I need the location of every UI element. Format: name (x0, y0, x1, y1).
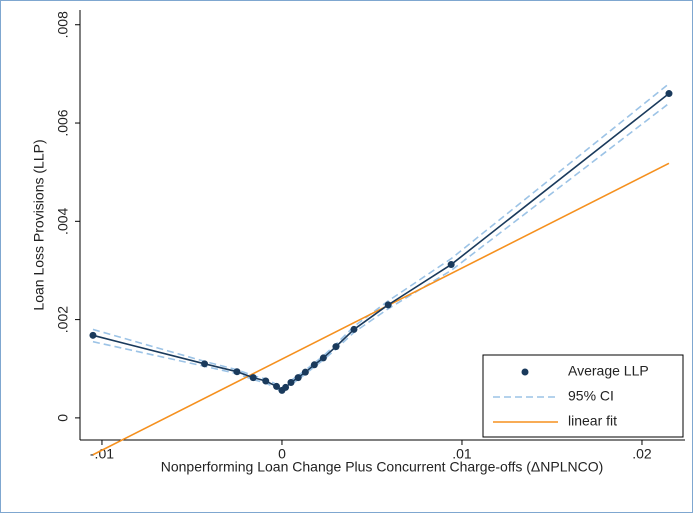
series-line (92, 162, 670, 456)
marker (301, 368, 309, 376)
legend-box (482, 354, 684, 438)
legend-marker (521, 368, 529, 376)
y-tick-label: .008 (55, 11, 71, 38)
marker (287, 379, 295, 387)
marker (294, 374, 302, 382)
legend-label: Average LLP (568, 363, 649, 379)
marker (262, 377, 270, 385)
marker (350, 325, 358, 333)
marker (89, 331, 97, 339)
y-tick-label: .004 (55, 207, 71, 234)
series-line (92, 102, 670, 394)
marker (447, 261, 455, 269)
x-tick-label: 0 (278, 446, 286, 462)
legend-label: linear fit (568, 413, 617, 429)
x-tick-label: .02 (632, 446, 652, 462)
marker (310, 361, 318, 369)
marker (384, 301, 392, 309)
marker (665, 90, 673, 98)
marker (249, 374, 257, 382)
marker (273, 382, 281, 390)
x-tick-label: -.01 (90, 446, 114, 462)
marker (282, 383, 290, 391)
y-tick-label: .006 (55, 109, 71, 136)
y-tick-label: 0 (55, 414, 71, 422)
x-tick-label: .01 (452, 446, 472, 462)
marker (233, 368, 241, 376)
marker (319, 354, 327, 362)
y-axis-title: Loan Loss Provisions (LLP) (31, 139, 47, 310)
marker (201, 360, 209, 368)
marker (332, 343, 340, 351)
legend-label: 95% CI (568, 388, 614, 404)
x-axis-title: Nonperforming Loan Change Plus Concurren… (161, 459, 604, 475)
series-line (92, 83, 670, 390)
y-tick-label: .002 (55, 306, 71, 333)
